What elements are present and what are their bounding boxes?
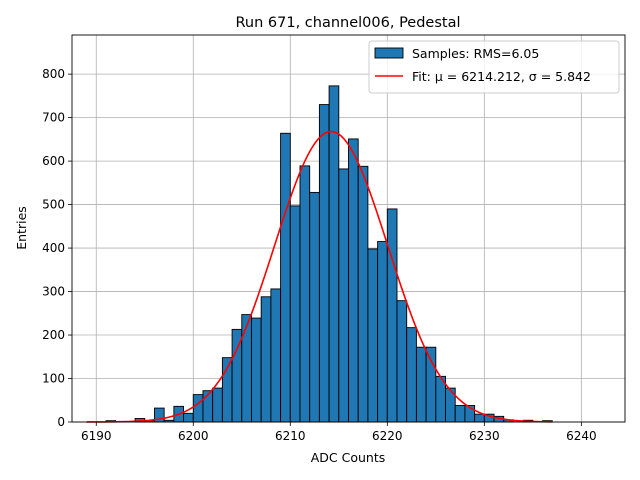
y-tick-label: 100 [42, 372, 65, 386]
histogram-bar [241, 314, 252, 423]
histogram-bar [406, 327, 417, 423]
histogram-bar [377, 241, 388, 423]
legend: Samples: RMS=6.05 Fit: μ = 6214.212, σ =… [368, 40, 620, 94]
histogram-bar [474, 413, 485, 423]
y-tick-label: 700 [42, 111, 65, 125]
histogram-bar [309, 191, 320, 423]
histogram-bar [454, 405, 466, 423]
legend-histogram-label: Samples: RMS=6.05 [412, 46, 539, 61]
histogram-bars [105, 85, 553, 423]
legend-histogram-swatch [374, 47, 404, 59]
histogram-bar [415, 346, 427, 423]
x-tick-label: 6200 [178, 429, 209, 443]
histogram-bar [367, 248, 379, 423]
y-axis-label: Entries [14, 206, 29, 250]
y-tick-label: 600 [42, 154, 65, 168]
histogram-bar [280, 132, 291, 423]
histogram-bar [260, 296, 272, 423]
histogram-bar [318, 104, 330, 423]
y-tick-label: 500 [42, 198, 65, 212]
histogram-bar [299, 165, 311, 423]
axis-ticks: 6190 6200 6210 6220 6230 6240 0 100 200 300 400 500… [42, 67, 597, 443]
histogram-bar [357, 165, 369, 423]
histogram-bar [386, 208, 398, 423]
y-tick-label: 800 [42, 67, 65, 81]
histogram-bar [425, 346, 437, 423]
y-tick-label: 0 [57, 415, 65, 429]
x-tick-label: 6220 [372, 429, 403, 443]
histogram-bar [192, 394, 204, 423]
histogram-bar [289, 205, 301, 423]
histogram-bar [396, 300, 408, 423]
histogram-bar [270, 288, 282, 423]
x-axis-label: ADC Counts [311, 450, 386, 465]
fit-curve [86, 130, 553, 423]
x-tick-label: 6240 [566, 429, 597, 443]
histogram-bar [212, 387, 223, 423]
fit-curve-group [86, 130, 553, 423]
x-tick-label: 6230 [469, 429, 500, 443]
plot-frame [71, 34, 626, 423]
legend-box [368, 40, 620, 94]
x-tick-label: 6190 [81, 429, 112, 443]
histogram-bar [183, 412, 194, 423]
y-tick-label: 300 [42, 285, 65, 299]
y-tick-label: 200 [42, 328, 65, 342]
y-tick-label: 400 [42, 241, 65, 255]
histogram-bar [338, 168, 349, 423]
x-tick-label: 6210 [275, 429, 306, 443]
legend-fit-label: Fit: μ = 6214.212, σ = 5.842 [412, 69, 591, 84]
histogram-bar [251, 317, 262, 423]
histogram-bar [328, 85, 340, 423]
histogram-bar [348, 138, 359, 423]
chart-title: Run 671, channel006, Pedestal [235, 15, 460, 31]
